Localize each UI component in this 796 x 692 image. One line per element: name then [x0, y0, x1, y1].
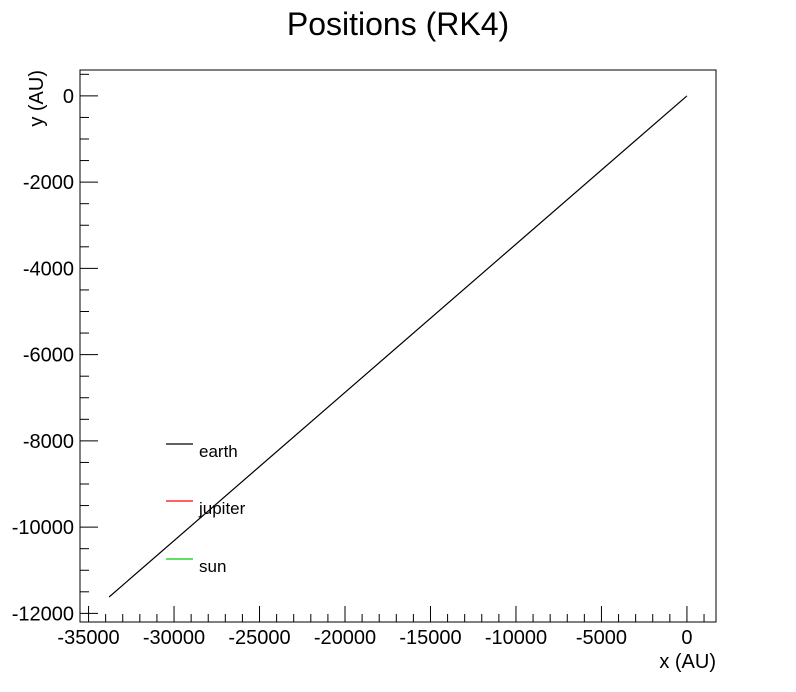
x-tick-label: -20000 — [314, 627, 376, 649]
y-axis-ticks — [80, 73, 98, 614]
legend-label-jupiter: jupiter — [198, 499, 246, 518]
series-earth — [108, 95, 688, 598]
x-tick-label: -5000 — [576, 627, 627, 649]
y-tick-label: -2000 — [23, 172, 74, 194]
x-axis-tick-labels: -35000 -30000 -25000 -20000 -15000 -10000 -500… — [57, 627, 692, 649]
y-tick-label: -6000 — [23, 345, 74, 367]
y-tick-label: 0 — [63, 86, 74, 108]
series-layer — [108, 95, 688, 598]
chart-title: Positions (RK4) — [287, 6, 509, 42]
x-tick-label: -25000 — [228, 627, 290, 649]
y-axis-label: y (AU) — [26, 70, 48, 127]
y-tick-label: -10000 — [12, 517, 74, 539]
x-axis-ticks — [88, 606, 705, 622]
plot-frame — [79, 69, 717, 623]
x-tick-label: 0 — [681, 627, 692, 649]
legend: earth jupiter sun — [166, 442, 246, 576]
x-tick-label: -15000 — [399, 627, 461, 649]
legend-label-sun: sun — [199, 557, 226, 576]
x-tick-label: -10000 — [485, 627, 547, 649]
x-tick-label: -30000 — [143, 627, 205, 649]
legend-label-earth: earth — [199, 442, 238, 461]
y-tick-label: -4000 — [23, 258, 74, 280]
x-axis-label: x (AU) — [659, 651, 716, 673]
y-tick-label: -8000 — [23, 431, 74, 453]
y-axis-tick-labels: -12000 -10000 -8000 -6000 -4000 -2000 0 — [12, 86, 74, 626]
x-tick-label: -35000 — [57, 627, 119, 649]
y-tick-label: -12000 — [12, 603, 74, 625]
